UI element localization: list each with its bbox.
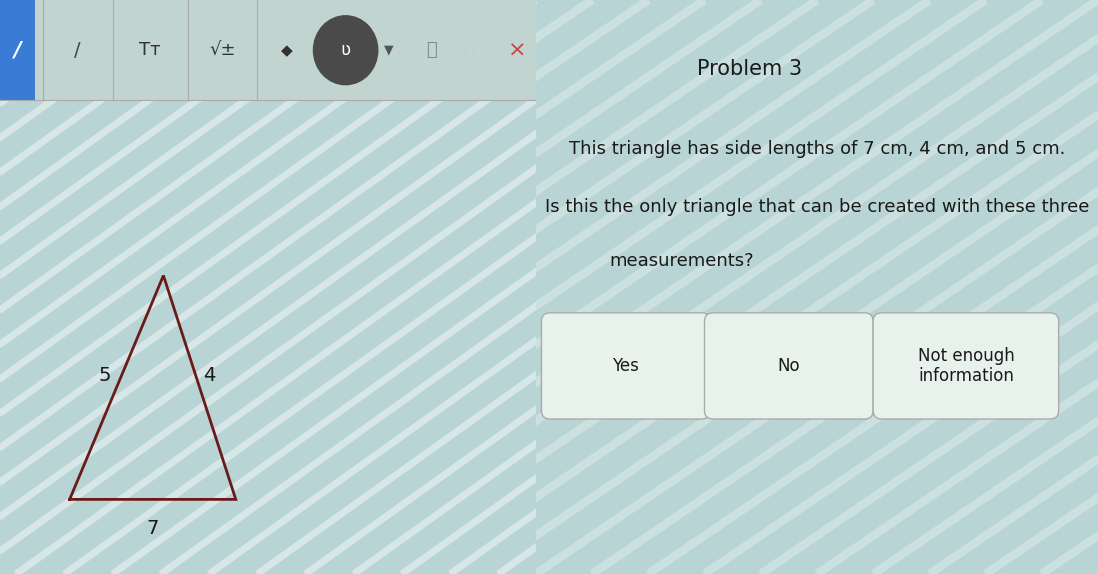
Text: Yes: Yes bbox=[613, 357, 639, 375]
Text: Problem 3: Problem 3 bbox=[697, 59, 802, 79]
Text: Tт: Tт bbox=[139, 41, 160, 59]
Circle shape bbox=[313, 16, 378, 85]
FancyBboxPatch shape bbox=[705, 313, 873, 419]
Text: √±: √± bbox=[209, 41, 236, 59]
Text: Is this the only triangle that can be created with these three: Is this the only triangle that can be cr… bbox=[545, 197, 1089, 216]
Text: ʋ: ʋ bbox=[340, 41, 350, 59]
Bar bbox=[0, 0, 35, 100]
Text: 5: 5 bbox=[98, 366, 111, 386]
Bar bbox=[0, 0, 536, 100]
Text: ◆: ◆ bbox=[281, 42, 292, 58]
Text: 4: 4 bbox=[203, 366, 215, 386]
Text: ⌒: ⌒ bbox=[463, 41, 474, 59]
FancyBboxPatch shape bbox=[541, 313, 710, 419]
Text: Not enough
information: Not enough information bbox=[918, 347, 1015, 385]
Text: This triangle has side lengths of 7 cm, 4 cm, and 5 cm.: This triangle has side lengths of 7 cm, … bbox=[569, 140, 1065, 158]
Text: /: / bbox=[13, 40, 21, 60]
Text: 7: 7 bbox=[146, 518, 159, 538]
Text: ×: × bbox=[507, 40, 526, 60]
Text: measurements?: measurements? bbox=[609, 252, 753, 270]
FancyBboxPatch shape bbox=[873, 313, 1058, 419]
Text: ⌒: ⌒ bbox=[426, 41, 437, 59]
Text: No: No bbox=[777, 357, 800, 375]
Text: /: / bbox=[75, 41, 81, 60]
Text: ▼: ▼ bbox=[383, 44, 393, 57]
